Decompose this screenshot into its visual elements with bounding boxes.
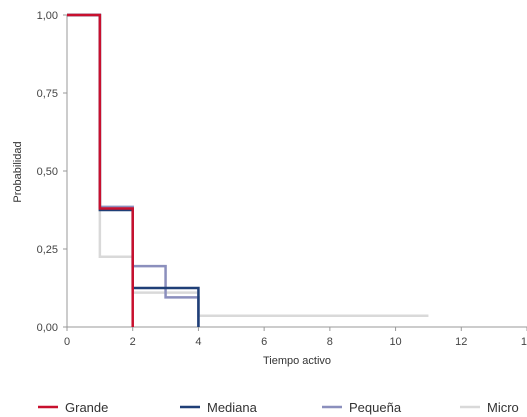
- y-tick-label: 0,50: [37, 166, 58, 178]
- x-axis: 0 2 4 6 8 10 12 1: [64, 326, 527, 348]
- legend-label: Grande: [65, 400, 108, 415]
- legend-label: Micro: [487, 400, 519, 415]
- series-line-micro: [67, 13, 429, 318]
- x-axis-title: Tiempo activo: [263, 355, 331, 367]
- legend: Grande Mediana Pequeña Micro: [38, 400, 519, 415]
- series-line-grande: [67, 13, 134, 327]
- x-tick-label: 2: [130, 336, 136, 348]
- y-tick-label: 1,00: [37, 10, 58, 22]
- x-tick-label: 10: [389, 336, 401, 348]
- y-tick-label: 0,25: [37, 244, 58, 256]
- legend-label: Mediana: [207, 400, 258, 415]
- x-tick-label: 4: [195, 336, 201, 348]
- x-tick-label: 1: [521, 336, 527, 348]
- x-tick-label: 8: [327, 336, 333, 348]
- y-tick-label: 0,75: [37, 88, 58, 100]
- y-axis: 0,00 0,25 0,50 0,75 1,00: [37, 10, 68, 334]
- x-tick-label: 12: [455, 336, 467, 348]
- series-layer: [67, 13, 429, 327]
- legend-label: Pequeña: [349, 400, 402, 415]
- y-axis-title: Probabilidad: [12, 141, 24, 202]
- x-tick-label: 6: [261, 336, 267, 348]
- x-tick-label: 0: [64, 336, 70, 348]
- y-tick-label: 0,00: [37, 322, 58, 334]
